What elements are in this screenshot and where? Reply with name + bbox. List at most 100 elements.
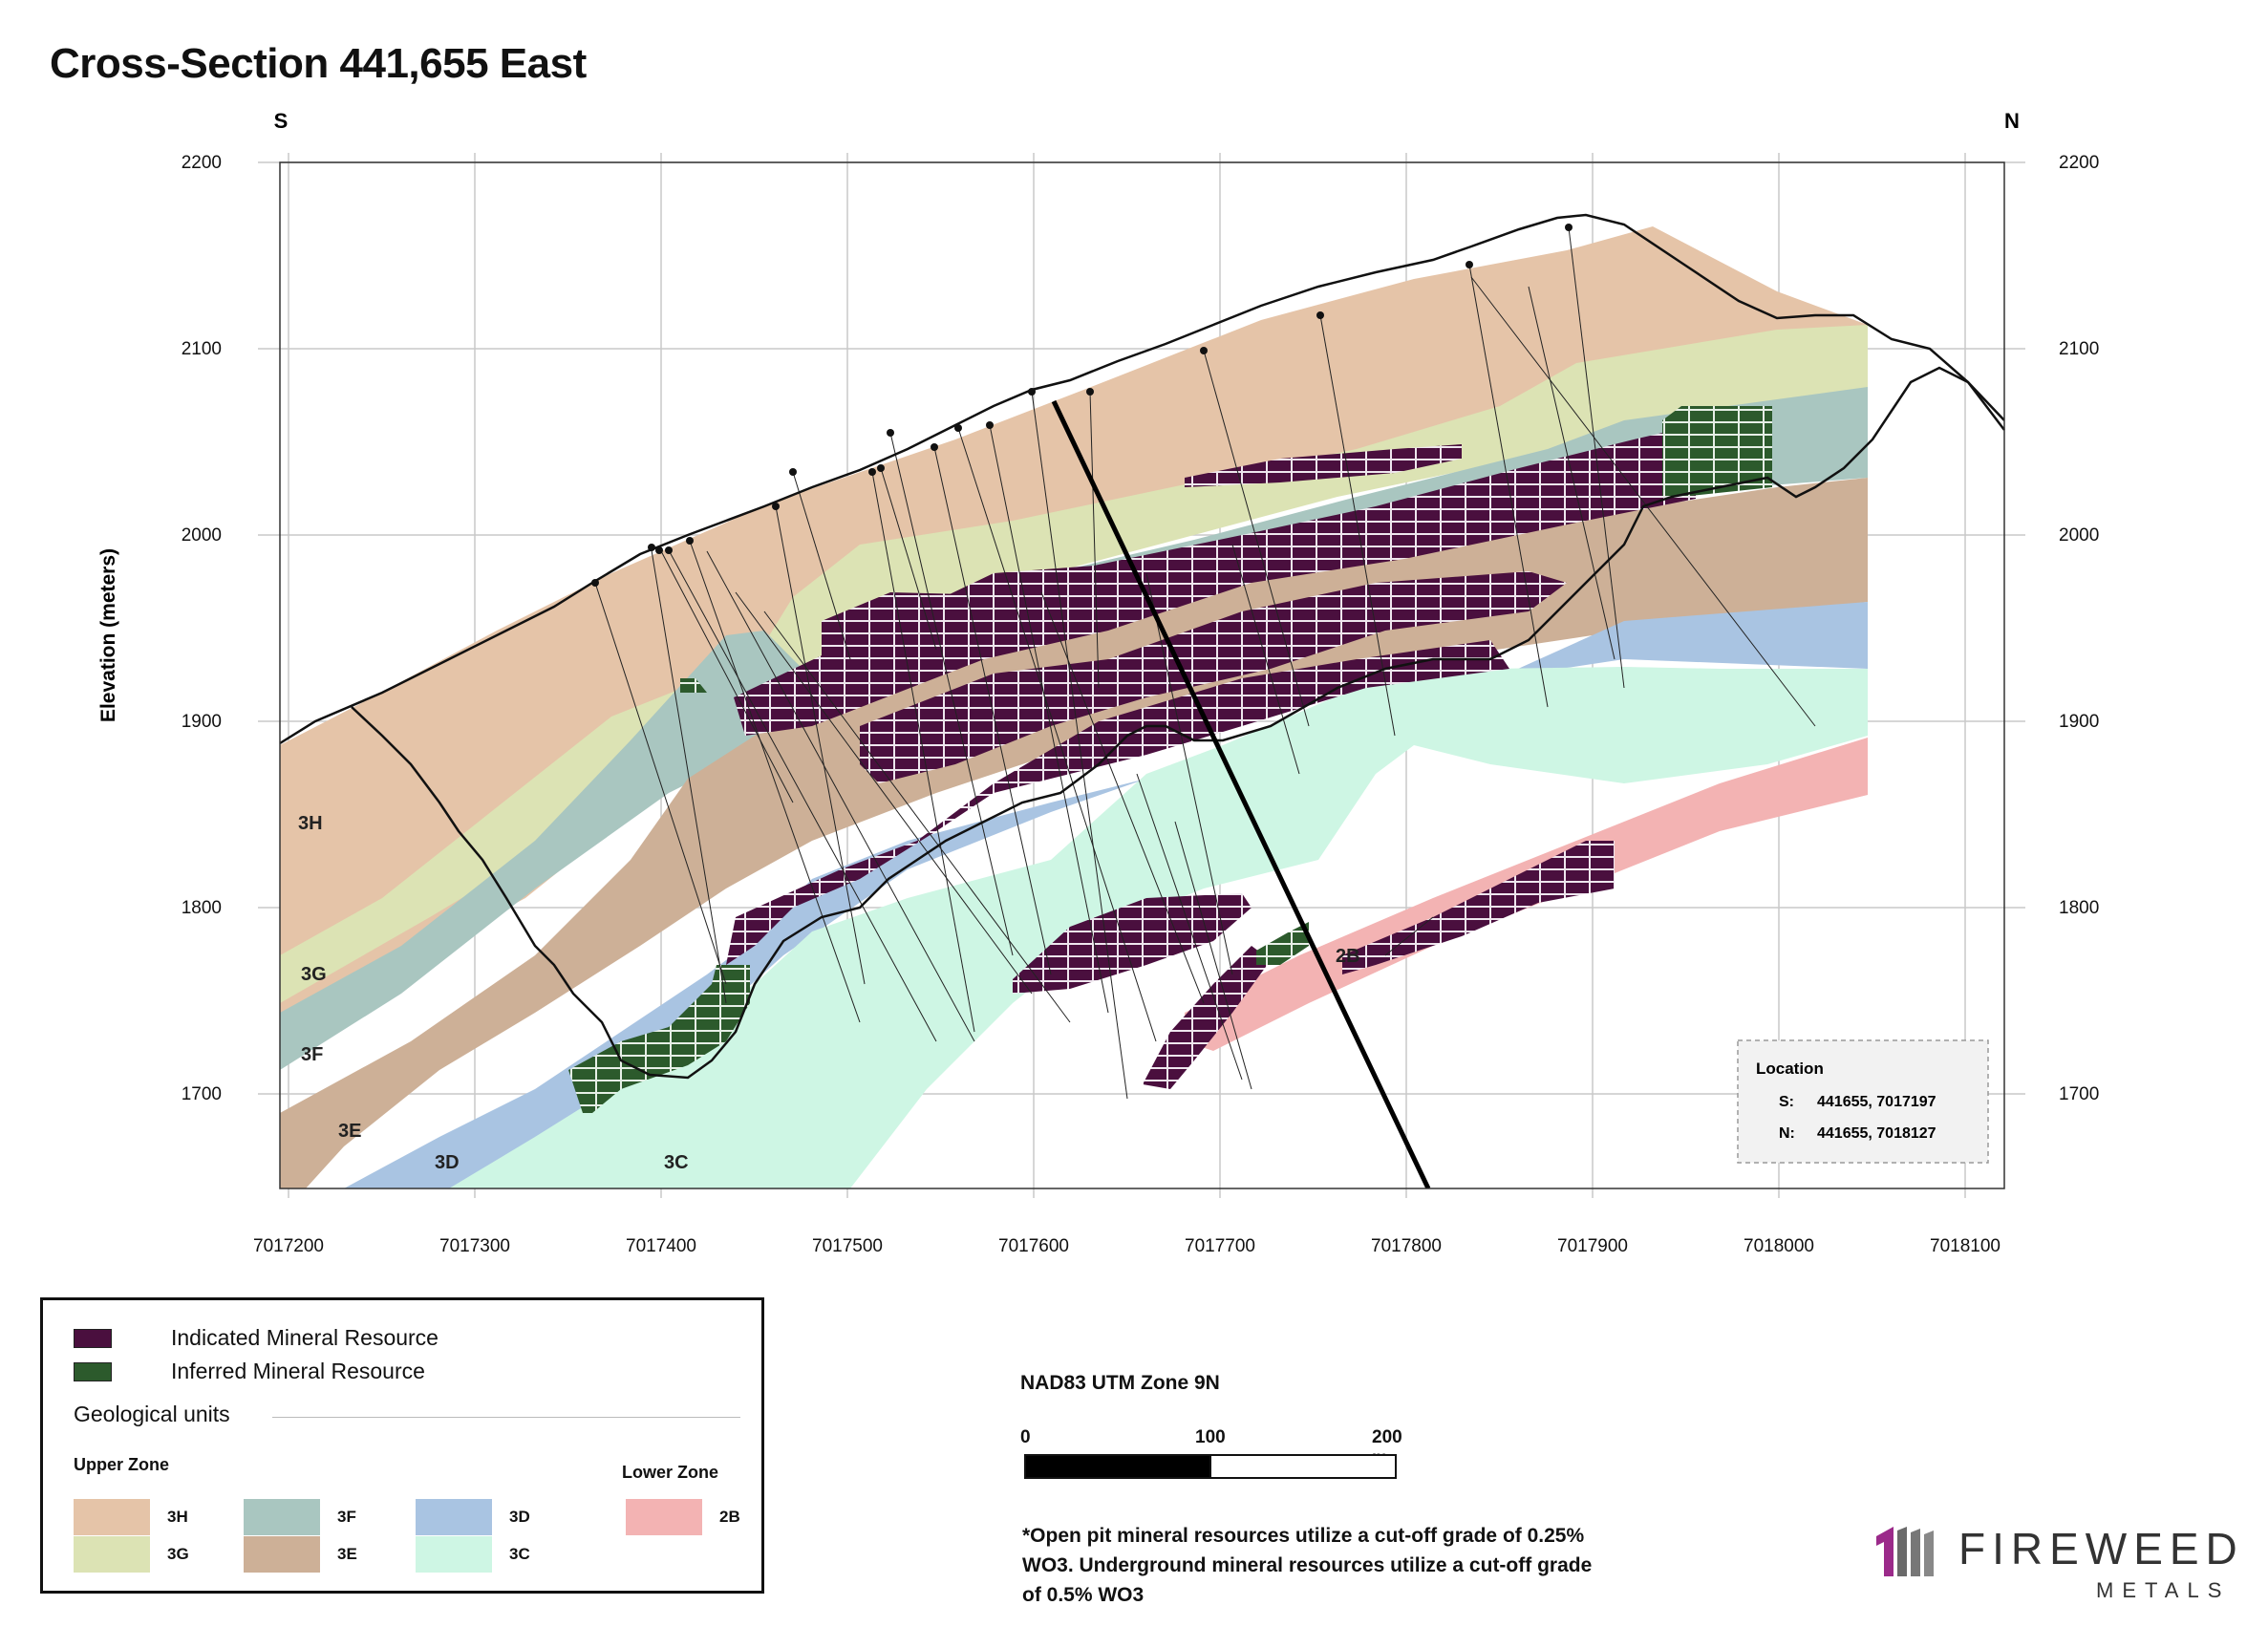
drillhole-collar [686, 537, 694, 545]
scale-segment-black [1024, 1454, 1211, 1479]
inferred-resource-blocks [568, 406, 1772, 1113]
topography-line [279, 213, 2005, 745]
x-tick-label: 7017700 [1185, 1236, 1255, 1256]
unit-3E-area [280, 478, 1868, 1188]
drillhole-collar [665, 546, 673, 554]
drillhole-collar [1316, 311, 1324, 319]
legend-indicated: Indicated Mineral Resource [74, 1325, 439, 1351]
drillhole-trace [658, 546, 794, 803]
drillhole-trace [889, 432, 1014, 956]
drillhole-trace [1174, 821, 1252, 1090]
drillhole-collar [1200, 347, 1208, 354]
legend-inferred-label: Inferred Mineral Resource [171, 1359, 425, 1383]
drillhole-trace [1384, 916, 1434, 956]
drillhole-collar [887, 429, 894, 437]
location-title: Location [1756, 1060, 1824, 1078]
datum-label: NAD83 UTM Zone 9N [1020, 1372, 1220, 1394]
y-tick-label-right: 1700 [2059, 1084, 2099, 1104]
x-tick-label: 7017500 [812, 1236, 883, 1256]
drillhole-collar [1028, 388, 1036, 396]
drillholes [594, 226, 1816, 1100]
drillhole-trace [651, 549, 727, 1004]
x-tick-label: 7017800 [1371, 1236, 1442, 1256]
legend-upper-zone: Upper Zone [74, 1455, 170, 1474]
x-axis-tick-labels: 7017200 7017300 7017400 7017500 7017600 70177… [253, 1236, 2001, 1256]
legend-unit-2B: 2B [626, 1499, 740, 1535]
drillhole-trace [880, 467, 937, 651]
legend-unit-3C: 3C [416, 1536, 530, 1573]
drillhole-trace [689, 540, 861, 1023]
drillhole-collar [1565, 224, 1573, 231]
cutoff-footnote: *Open pit mineral resources utilize a cu… [1022, 1525, 1593, 1606]
label-2B: 2B [1336, 946, 1360, 967]
inferred-block-south-upper [680, 678, 707, 693]
label-3H: 3H [298, 813, 323, 834]
legend-lower-zone: Lower Zone [622, 1463, 719, 1482]
label-3F: 3F [301, 1044, 323, 1065]
y-tick-label-left: 1800 [182, 898, 222, 918]
drillhole-trace [1231, 544, 1300, 775]
indicated-block-lower-stem [1143, 946, 1271, 1089]
logo-subtitle: METALS [2096, 1578, 2231, 1602]
x-tick-label: 7017900 [1557, 1236, 1628, 1256]
location-box: Location S: 441655, 7017197 N: 441655, 7… [1737, 1039, 1989, 1164]
drillhole-collar [655, 546, 663, 554]
label-3C: 3C [664, 1152, 689, 1173]
drillhole-trace [989, 424, 1109, 1014]
y-tick-label-right: 2000 [2059, 525, 2099, 546]
label-3G: 3G [301, 964, 327, 985]
drillhole-collar [772, 503, 780, 510]
indicated-block-upper-main [734, 425, 1696, 736]
indicated-block-upper-slab [822, 592, 965, 693]
pit-shell-outline [351, 366, 2004, 1080]
drillhole-trace [1145, 572, 1233, 975]
logo-wordmark: FIREWEED [1958, 1524, 2244, 1573]
direction-north: N [2004, 109, 2020, 133]
plot-frame [279, 161, 2005, 1189]
legend-indicated-label: Indicated Mineral Resource [171, 1325, 439, 1350]
drillhole-collar [877, 464, 885, 472]
drillhole-collar [1086, 388, 1094, 396]
drillhole-collar [954, 424, 962, 432]
drillhole-trace [763, 610, 1071, 1023]
drillhole-collar [868, 468, 876, 476]
y-tick-label-right: 2200 [2059, 153, 2099, 173]
unit-3C-area [449, 667, 1868, 1188]
drillhole-trace [1470, 276, 1816, 727]
y-axis-title: Elevation (meters) [97, 548, 119, 722]
geology-layers [280, 226, 2004, 1188]
y-axis-tick-labels-right: 2200 2100 2000 1900 1800 1700 [2059, 153, 2099, 1104]
y-axis-tick-labels-left: 2200 2100 2000 1900 1800 1700 [182, 153, 222, 1104]
location-s-label: S: [1779, 1094, 1794, 1110]
indicated-block-upper-ridge [1185, 444, 1462, 487]
legend-unit-3H: 3H [74, 1499, 188, 1535]
drillhole-trace [792, 471, 851, 660]
unit-3D-area [344, 602, 1868, 1188]
drillhole-trace [594, 582, 727, 985]
drillhole-trace [735, 591, 1033, 995]
y-tick-label-left: 2100 [182, 339, 222, 359]
legend: Indicated Mineral Resource Inferred Mine… [40, 1297, 764, 1594]
cross-section-figure: 7017200 7017300 7017400 7017500 7017600 70177… [97, 109, 2099, 1256]
legend-inferred: Inferred Mineral Resource [74, 1359, 425, 1384]
drillhole-trace [1031, 391, 1128, 1100]
drillhole-trace [1568, 226, 1625, 689]
x-tick-label: 7018000 [1744, 1236, 1814, 1256]
location-s-value: 441655, 7017197 [1817, 1094, 1936, 1110]
drillhole-trace [706, 550, 975, 1042]
indicated-block-lower-lens [1013, 893, 1252, 994]
drillhole-trace [1203, 350, 1310, 727]
inferred-block-north [1662, 406, 1772, 497]
location-n-value: 441655, 7018127 [1817, 1125, 1936, 1142]
drillhole-trace [1319, 314, 1396, 737]
legend-unit-3D: 3D [416, 1499, 530, 1535]
indicated-block-2B [1342, 841, 1615, 974]
drillhole-trace [668, 549, 937, 1042]
indicated-resource-blocks [726, 425, 1696, 1089]
y-tick-label-left: 2000 [182, 525, 222, 546]
inferred-block-south-lower [568, 965, 750, 1113]
y-tick-label-right: 1900 [2059, 712, 2099, 732]
scale-label-0: 0 [1020, 1427, 1031, 1447]
drillhole-trace [871, 471, 975, 1033]
legend-unit-3F: 3F [244, 1499, 356, 1535]
